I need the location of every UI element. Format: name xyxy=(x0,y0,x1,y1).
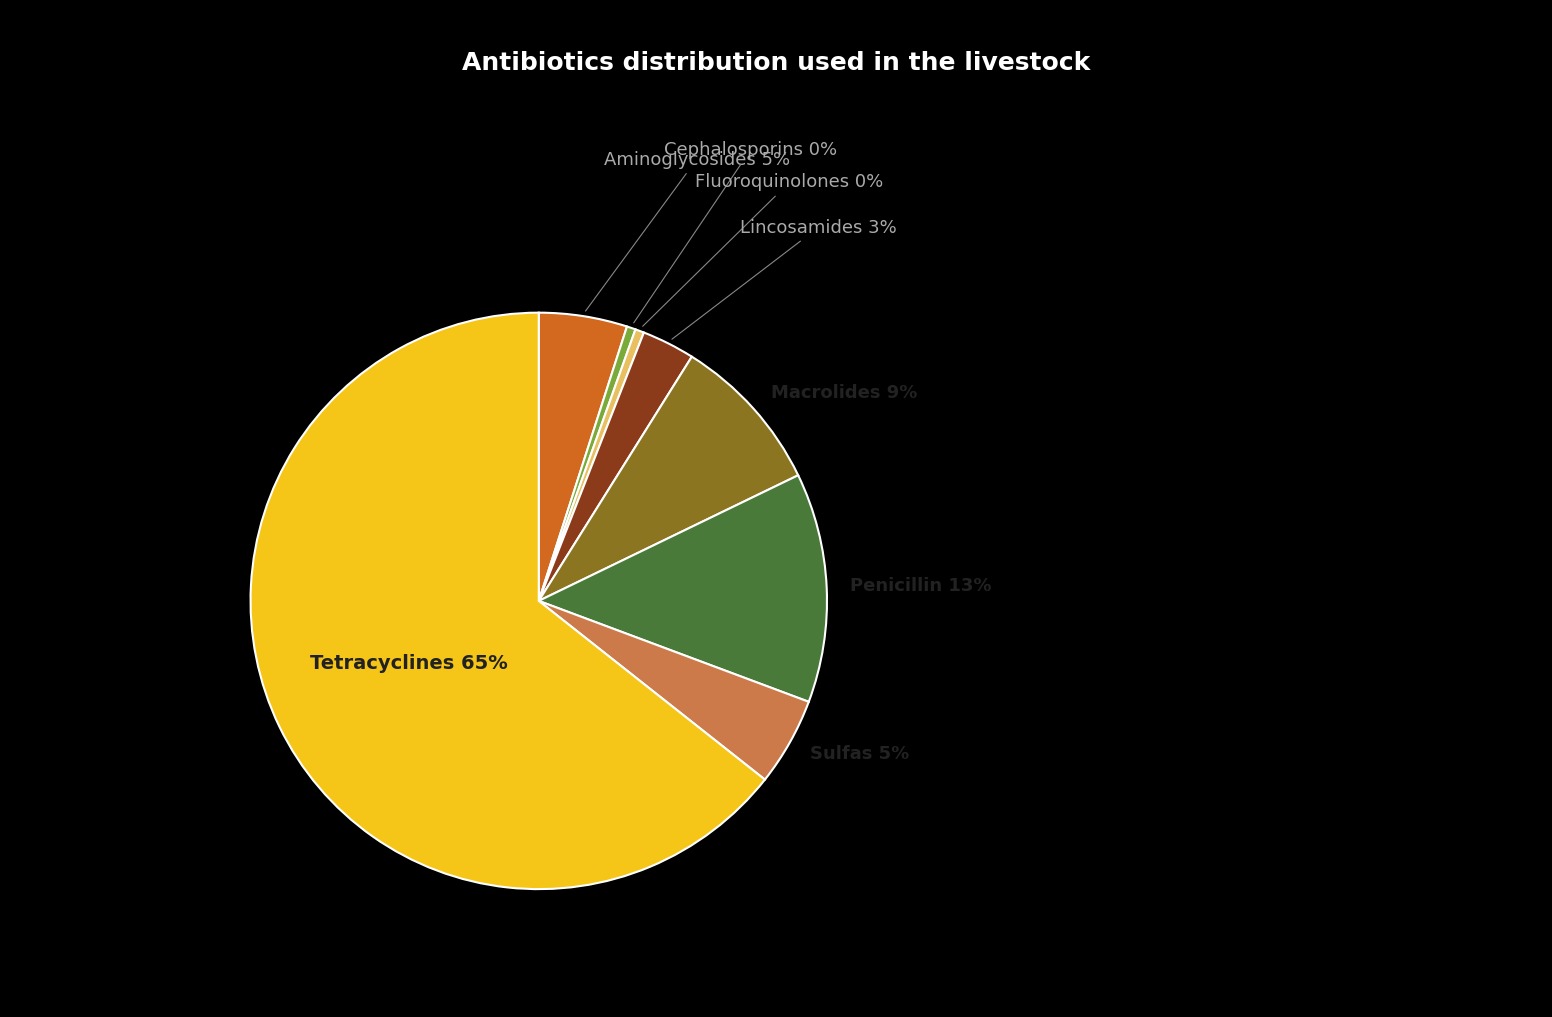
Wedge shape xyxy=(539,312,627,601)
Wedge shape xyxy=(539,475,827,702)
Text: Sulfas 5%: Sulfas 5% xyxy=(810,744,909,763)
Wedge shape xyxy=(539,330,644,601)
Text: Fluoroquinolones 0%: Fluoroquinolones 0% xyxy=(643,174,883,326)
Wedge shape xyxy=(539,326,635,601)
Text: Antibiotics distribution used in the livestock: Antibiotics distribution used in the liv… xyxy=(462,51,1090,75)
Text: Tetracyclines 65%: Tetracyclines 65% xyxy=(310,654,508,673)
Wedge shape xyxy=(539,601,809,780)
Text: Cephalosporins 0%: Cephalosporins 0% xyxy=(633,141,837,322)
Text: Lincosamides 3%: Lincosamides 3% xyxy=(672,219,897,340)
Text: Aminoglycosides 5%: Aminoglycosides 5% xyxy=(585,151,790,311)
Wedge shape xyxy=(539,357,798,601)
Text: Penicillin 13%: Penicillin 13% xyxy=(849,578,992,595)
Text: Macrolides 9%: Macrolides 9% xyxy=(770,384,917,402)
Wedge shape xyxy=(250,312,765,889)
Wedge shape xyxy=(539,333,692,601)
